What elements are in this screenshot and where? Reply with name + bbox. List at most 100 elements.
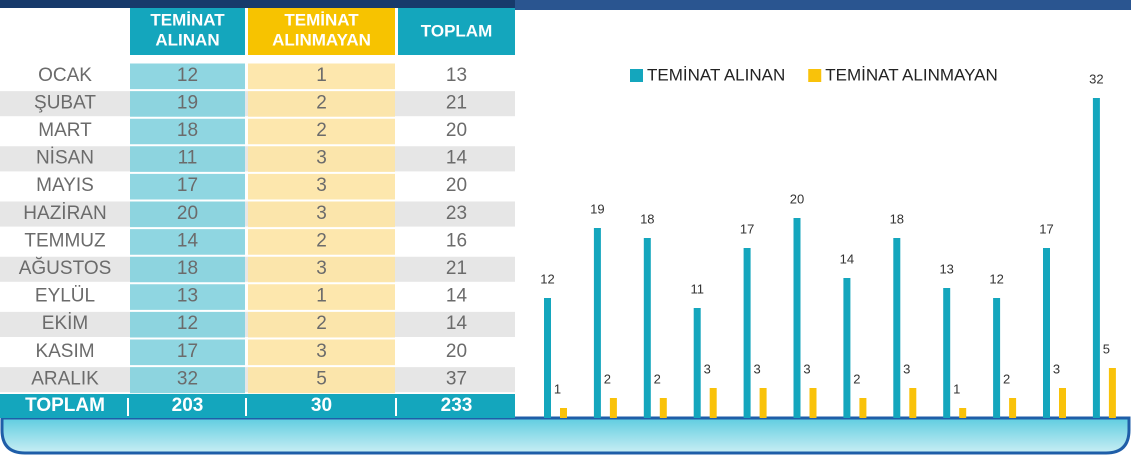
month-label: TEMMUZ [24,230,106,251]
bar [659,398,667,418]
month-label: MAYIS [36,175,94,196]
cell-value: 23 [446,203,467,224]
bar [593,228,601,418]
data-label: 12 [540,271,554,286]
cell-value: 2 [316,313,327,334]
legend-label: TEMİNAT ALINAN [647,65,785,84]
cell-value: 19 [177,92,198,113]
cell-value: 21 [446,258,467,279]
data-label: 3 [1053,361,1060,376]
bar [693,308,701,418]
cell-value: 12 [177,313,198,334]
total-row [0,394,515,418]
chart: TEMİNAT ALINAN TEMİNAT ALINMAYAN121918111… [540,65,1116,418]
bar [1108,368,1116,418]
bar [993,298,1001,418]
column-header: ALINAN [155,30,219,49]
column-header: TOPLAM [421,21,492,40]
bar [643,238,651,418]
legend-swatch [808,69,822,82]
bar [959,408,967,418]
cell-value: 13 [177,286,198,307]
cell-value: 2 [316,92,327,113]
bar [609,398,617,418]
data-label: 11 [690,281,704,296]
cell-value: 1 [316,65,327,86]
month-label: NİSAN [36,148,94,169]
data-label: 2 [654,371,661,386]
data-label: 2 [853,371,860,386]
data-label: 13 [939,261,953,276]
data-label: 17 [740,221,754,236]
cell-value: 3 [316,175,327,196]
data-label: 32 [1089,71,1103,86]
bar [1059,388,1066,418]
cell-value: 11 [178,148,198,169]
data-label: 3 [803,361,810,376]
data-label: 14 [840,251,854,266]
data-label: 18 [640,211,654,226]
bar [843,278,851,418]
cell-value: 12 [177,65,198,86]
cell-value: 14 [446,313,468,334]
cell-value: 18 [177,258,198,279]
cell-value: 5 [316,368,327,389]
data-label: 1 [953,381,960,396]
cell-value: 3 [316,148,327,169]
cell-value: 14 [177,230,199,251]
cell-value: 17 [177,175,198,196]
month-label: AĞUSTOS [19,257,112,279]
data-label: 12 [989,271,1003,286]
bar [943,288,951,418]
legend-label: TEMİNAT ALINMAYAN [825,65,998,84]
cell-value: 18 [177,120,198,141]
bar [1009,398,1017,418]
bar [1092,98,1100,418]
data-label: 17 [1039,221,1053,236]
cell-value: 1 [316,286,327,307]
month-label: HAZİRAN [23,203,106,224]
cell-value: 20 [446,120,467,141]
bar [743,248,751,418]
bar [793,218,801,418]
legend-swatch [630,69,643,82]
column-header: ALINMAYAN [272,30,371,49]
column-header: TEMİNAT [150,10,225,29]
cell-value: 3 [316,203,327,224]
header-cell [130,8,245,55]
cell-value: 13 [446,65,467,86]
month-label: OCAK [38,65,92,86]
cell-value: 3 [316,258,327,279]
bar [859,398,867,418]
column-header: TEMİNAT [284,10,359,29]
data-label: 20 [790,191,804,206]
cell-value: 14 [446,148,468,169]
header-cell [398,8,515,55]
cell-value: 20 [446,341,467,362]
cell-value: 3 [316,341,327,362]
bar [1043,248,1050,418]
bar [909,388,917,418]
total-value: 203 [172,395,204,416]
header-cell [248,8,395,55]
total-value: TOPLAM [25,395,105,416]
data-label: 5 [1103,341,1110,356]
bar [544,298,551,418]
top-strip-right [515,0,1131,10]
bar [809,388,817,418]
data-label: 3 [903,361,910,376]
month-label: MART [38,120,92,141]
month-label: ARALIK [31,368,99,389]
data-label: 3 [704,361,711,376]
data-label: 3 [753,361,760,376]
month-label: EKİM [42,313,88,334]
cell-value: 32 [177,368,198,389]
data-label: 1 [554,381,561,396]
data-label: 18 [890,211,904,226]
total-value: 233 [441,395,473,416]
bar [709,388,717,418]
bar [759,388,767,418]
cell-value: 37 [446,368,467,389]
